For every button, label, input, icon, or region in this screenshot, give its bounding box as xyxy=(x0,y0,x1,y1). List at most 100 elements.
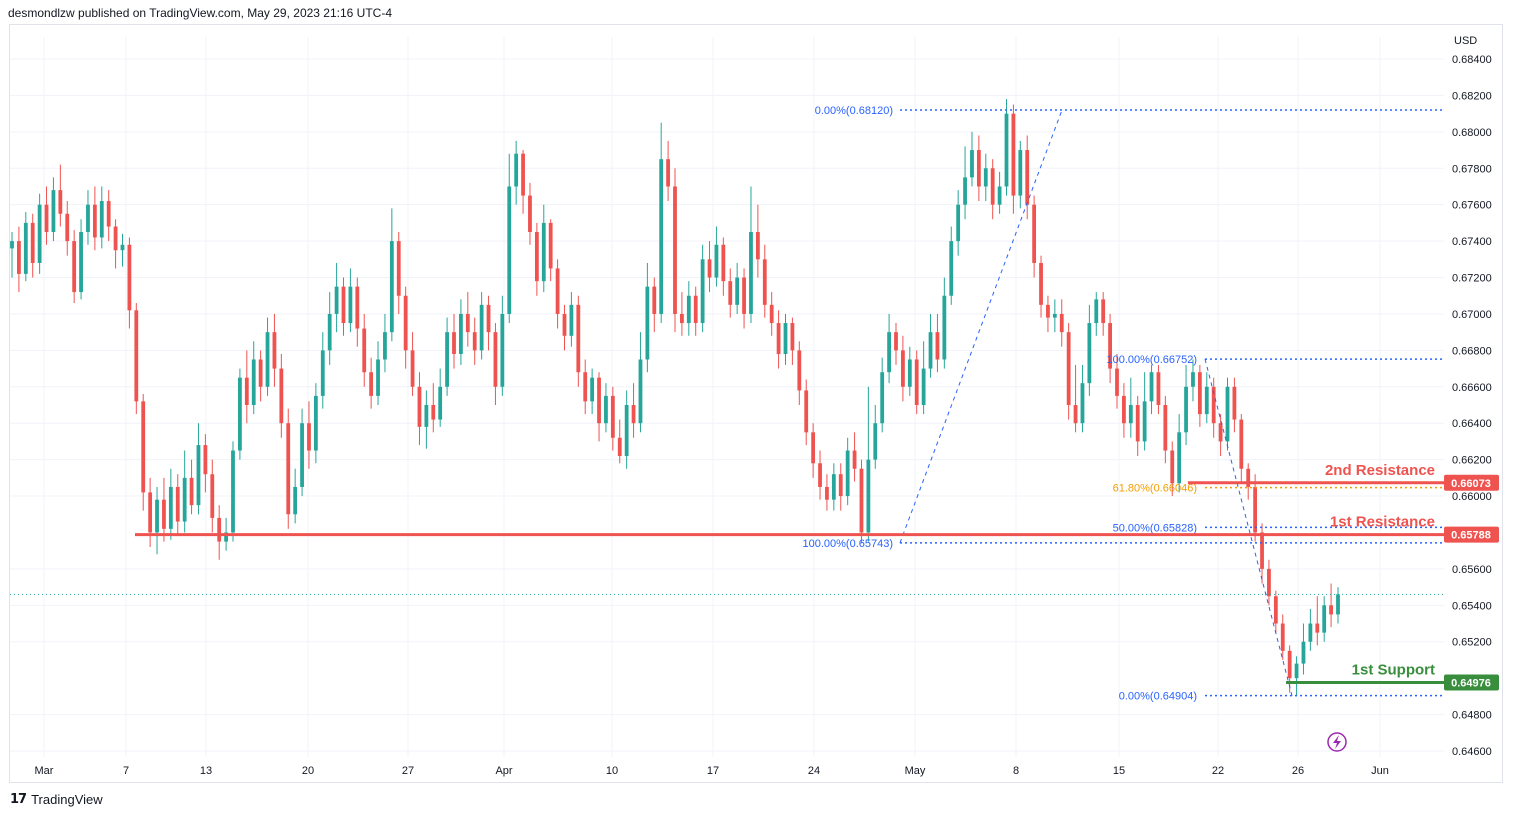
candle xyxy=(590,368,595,415)
candle xyxy=(369,357,374,409)
candle xyxy=(37,193,42,274)
candle-body xyxy=(1142,401,1147,442)
candle xyxy=(1336,587,1340,624)
y-tick-label: 0.65600 xyxy=(1452,564,1492,576)
candle-body xyxy=(472,332,477,351)
candle-body xyxy=(99,201,104,238)
candle xyxy=(1253,474,1258,542)
candle-body xyxy=(1273,596,1278,624)
candle xyxy=(1018,140,1023,209)
x-tick-label: 8 xyxy=(1013,765,1019,777)
candle xyxy=(576,295,581,387)
y-tick-label: 0.68400 xyxy=(1452,54,1492,66)
candle xyxy=(452,313,456,369)
candle xyxy=(472,317,477,365)
candle-body xyxy=(1191,372,1195,387)
candle-body xyxy=(914,359,919,405)
candle-body xyxy=(617,437,622,456)
candle xyxy=(617,419,622,464)
price-tag-label: 0.64976 xyxy=(1451,678,1491,690)
y-axis[interactable]: 0.68400 0.68200 0.68000 0.67800 0.67600 0.674… xyxy=(1444,54,1499,758)
candle-body xyxy=(1267,568,1271,597)
candle xyxy=(127,237,132,329)
candle xyxy=(901,335,905,402)
candle xyxy=(196,423,201,515)
candle-body xyxy=(583,372,588,402)
candle-body xyxy=(23,222,28,274)
candle-body xyxy=(1294,663,1299,679)
candle-body xyxy=(825,486,829,500)
fib-level-label: 100.00%(0.66752) xyxy=(1106,354,1197,366)
candle-body xyxy=(479,304,484,351)
chart-frame[interactable] xyxy=(9,24,1503,783)
candle xyxy=(327,292,332,365)
candle-body xyxy=(293,486,298,515)
x-tick-label: May xyxy=(905,765,926,777)
candle-body xyxy=(327,313,332,351)
candle xyxy=(79,219,83,300)
candle xyxy=(811,423,816,478)
candle xyxy=(389,208,394,342)
candle xyxy=(168,468,173,540)
candle-body xyxy=(769,304,774,324)
candle-body xyxy=(17,241,21,274)
candle xyxy=(1066,323,1071,420)
candle xyxy=(1273,590,1278,633)
candle-body xyxy=(866,459,871,533)
candle-body xyxy=(721,244,726,282)
candle xyxy=(58,164,63,227)
candle-body xyxy=(10,241,14,249)
candle xyxy=(120,233,125,267)
candle-body xyxy=(963,177,967,205)
candle-body xyxy=(714,244,719,278)
candle-body xyxy=(907,359,912,387)
candle xyxy=(203,434,208,493)
footer[interactable]: 17 TradingView xyxy=(10,792,103,807)
candle xyxy=(1239,414,1244,482)
candle-body xyxy=(666,159,670,187)
candle xyxy=(134,303,139,415)
candle-body xyxy=(776,323,781,355)
candle xyxy=(1073,364,1078,433)
candle xyxy=(376,341,380,405)
x-tick-label: 13 xyxy=(200,765,212,777)
candle-body xyxy=(1204,386,1209,415)
tradingview-logo-text: TradingView xyxy=(31,792,103,807)
candle-body xyxy=(203,445,208,475)
candle xyxy=(942,277,947,369)
candle xyxy=(735,262,740,314)
candle xyxy=(645,262,650,373)
y-tick-label: 0.67200 xyxy=(1452,273,1492,285)
candle xyxy=(17,226,21,293)
candle-body xyxy=(597,377,601,424)
candle xyxy=(728,268,733,318)
candle-body xyxy=(210,474,215,518)
x-tick-label: 22 xyxy=(1212,765,1224,777)
candle xyxy=(1197,364,1202,427)
x-tick-label: 20 xyxy=(302,765,314,777)
candle xyxy=(1025,135,1030,220)
candle-body xyxy=(1280,623,1285,651)
candle-body xyxy=(120,244,125,251)
candle-body xyxy=(797,350,802,391)
candle-body xyxy=(783,323,788,355)
candle-body xyxy=(231,450,235,533)
candle-body xyxy=(1287,650,1292,679)
candle-body xyxy=(707,259,712,278)
y-tick-label: 0.66400 xyxy=(1452,418,1492,430)
candle xyxy=(652,277,657,333)
candle xyxy=(465,292,470,347)
candle xyxy=(714,226,719,287)
candle xyxy=(1156,364,1161,415)
price-tag-label: 0.66073 xyxy=(1451,478,1491,490)
fib-level-label: 100.00%(0.65743) xyxy=(802,538,893,550)
candle-body xyxy=(983,168,988,187)
candle xyxy=(583,359,588,415)
candle xyxy=(624,390,629,469)
candle xyxy=(51,177,56,242)
candle xyxy=(935,313,940,373)
lightning-icon[interactable] xyxy=(1327,732,1347,752)
candle xyxy=(30,213,35,278)
x-tick-label: 27 xyxy=(402,765,414,777)
